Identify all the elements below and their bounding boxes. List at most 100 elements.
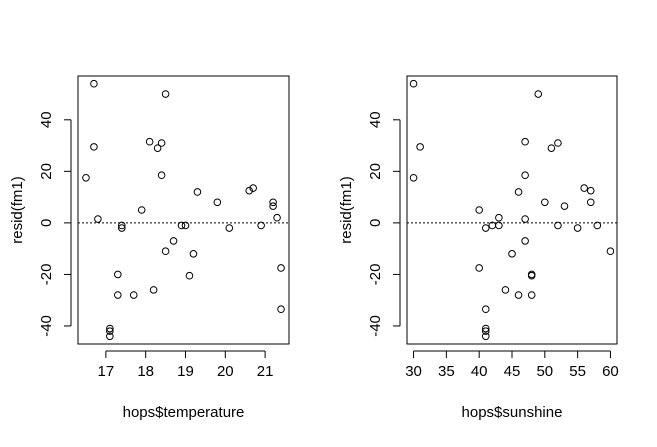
data-point xyxy=(149,286,158,294)
data-point xyxy=(521,215,529,223)
data-point xyxy=(277,264,285,272)
plot-frame xyxy=(77,75,290,345)
x-tick-label: 19 xyxy=(177,363,194,380)
data-point xyxy=(481,327,490,335)
data-point xyxy=(161,90,170,98)
data-point xyxy=(554,139,562,147)
data-point xyxy=(114,270,122,279)
y-tick-label: -40 xyxy=(38,315,55,337)
data-point xyxy=(475,264,483,272)
data-point xyxy=(521,171,529,180)
data-point xyxy=(157,139,166,147)
data-point xyxy=(495,221,503,230)
data-point xyxy=(269,198,277,207)
data-point xyxy=(521,137,529,146)
data-point xyxy=(547,144,556,152)
data-point xyxy=(169,237,178,245)
data-point xyxy=(481,332,490,341)
data-point xyxy=(185,271,194,280)
x-tick-label: 60 xyxy=(602,363,619,380)
data-point xyxy=(273,213,281,222)
data-point xyxy=(501,286,510,294)
y-axis-label: resid(fm1) xyxy=(338,176,355,244)
data-point xyxy=(586,186,595,195)
data-point xyxy=(409,79,418,88)
x-tick-label: 21 xyxy=(257,363,274,380)
data-point xyxy=(527,271,536,280)
data-point xyxy=(416,143,424,151)
data-point xyxy=(560,202,569,210)
data-point xyxy=(106,332,114,341)
data-point xyxy=(213,198,222,207)
data-point xyxy=(181,221,190,230)
x-tick-label: 40 xyxy=(471,363,488,380)
data-point xyxy=(145,137,154,146)
data-point xyxy=(481,324,490,333)
data-point xyxy=(82,173,90,182)
x-axis-label: hops$temperature xyxy=(123,404,245,421)
data-point xyxy=(153,144,162,152)
data-point xyxy=(586,198,595,207)
data-point xyxy=(117,224,126,232)
y-tick-label: -20 xyxy=(367,264,384,286)
y-tick-label: 20 xyxy=(367,163,384,180)
data-point xyxy=(225,224,234,232)
data-point xyxy=(409,173,418,182)
data-point xyxy=(106,327,114,335)
x-axis-label: hops$sunshine xyxy=(462,404,563,421)
panel-2: 30 35 40 45 50 55 60 -40 -20 0 20 40 hops$sunshine re… xyxy=(338,75,619,421)
y-tick-label: 20 xyxy=(38,163,55,180)
x-tick-label: 50 xyxy=(536,363,553,380)
data-point xyxy=(249,184,257,192)
data-point xyxy=(90,79,98,88)
data-point xyxy=(90,143,98,151)
y-tick-label: -20 xyxy=(38,264,55,286)
data-point xyxy=(114,291,122,299)
data-point xyxy=(521,237,529,245)
data-point xyxy=(106,324,114,333)
data-point xyxy=(277,305,285,314)
data-point xyxy=(137,206,146,214)
data-point xyxy=(514,188,523,196)
y-tick-label: 40 xyxy=(38,111,55,128)
panel-1: 17 18 19 20 21 -40 -20 0 20 40 hops$temperature res… xyxy=(9,75,290,421)
x-tick-label: 45 xyxy=(504,363,521,380)
data-point xyxy=(189,250,198,258)
data-point xyxy=(541,198,549,207)
data-point xyxy=(129,291,138,299)
data-point xyxy=(527,291,536,299)
data-point xyxy=(269,202,277,210)
x-tick-label: 18 xyxy=(137,363,154,380)
x-tick-label: 35 xyxy=(438,363,455,380)
data-point xyxy=(593,221,602,230)
data-point xyxy=(157,171,166,180)
data-point xyxy=(514,291,523,299)
x-tick-label: 17 xyxy=(98,363,115,380)
x-tick-label: 20 xyxy=(217,363,234,380)
x-tick-label: 30 xyxy=(405,363,422,380)
data-point xyxy=(481,305,490,314)
data-point xyxy=(117,221,126,230)
data-point xyxy=(193,188,202,196)
data-point xyxy=(481,224,490,232)
data-point xyxy=(580,184,588,192)
y-tick-label: -40 xyxy=(367,315,384,337)
data-point xyxy=(94,215,102,223)
data-point xyxy=(554,221,562,230)
data-point xyxy=(257,221,265,230)
y-tick-label: 0 xyxy=(367,219,384,227)
data-point xyxy=(606,247,615,256)
data-point xyxy=(245,186,253,195)
plot-frame xyxy=(406,75,618,345)
data-point xyxy=(534,90,543,98)
y-tick-label: 0 xyxy=(38,219,55,227)
y-axis-label: resid(fm1) xyxy=(9,176,26,244)
data-point xyxy=(475,206,483,214)
data-point xyxy=(161,247,170,256)
data-point xyxy=(177,221,186,230)
data-point xyxy=(573,224,582,232)
y-tick-label: 40 xyxy=(367,111,384,128)
data-point xyxy=(495,213,503,222)
